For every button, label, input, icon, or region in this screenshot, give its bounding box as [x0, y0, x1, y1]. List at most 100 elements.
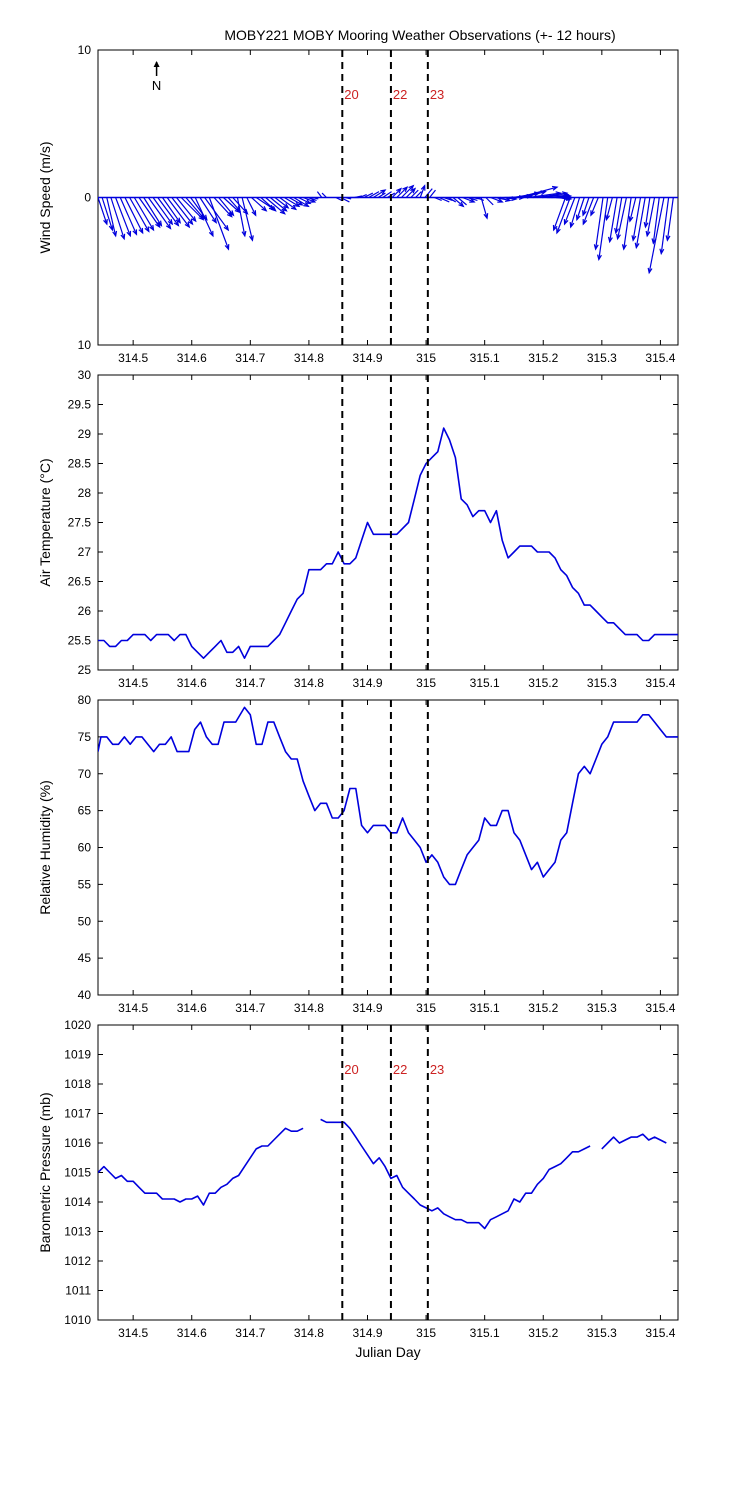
wind-vector — [161, 197, 181, 223]
wind-vector — [570, 197, 581, 228]
event-marker-label: 20 — [344, 87, 358, 102]
figure-title: MOBY221 MOBY Mooring Weather Observation… — [224, 27, 615, 43]
wind-vector — [265, 197, 286, 215]
wind-vector — [476, 196, 485, 202]
wind-vector — [143, 197, 162, 226]
y-tick-label: 1014 — [64, 1195, 91, 1209]
wind-vector-head — [279, 208, 286, 215]
wind-vector-head — [208, 230, 214, 238]
x-tick-label: 315 — [416, 351, 436, 365]
wind-vector-head — [402, 186, 409, 193]
x-tick-label: 314.5 — [118, 1326, 148, 1340]
x-tick-label: 315.4 — [645, 1326, 675, 1340]
wind-vector-head — [396, 187, 403, 194]
wind-vector-head — [112, 230, 118, 238]
wind-vector — [443, 196, 453, 202]
wind-vector-head — [582, 219, 588, 226]
wind-vector — [462, 196, 475, 203]
x-tick-label: 314.8 — [294, 1326, 324, 1340]
wind-vector-head — [593, 244, 599, 251]
wind-vector-head — [563, 219, 569, 226]
wind-vector — [106, 197, 117, 236]
wind-vector — [438, 196, 450, 203]
wind-vector — [582, 197, 595, 225]
wind-vector — [345, 196, 352, 200]
wind-vector-head — [149, 224, 155, 232]
wind-vector-head — [420, 184, 426, 191]
wind-vector — [499, 196, 517, 200]
x-axis-label: Julian Day — [355, 1344, 420, 1360]
wind-vector — [199, 197, 217, 223]
x-tick-label: 315.3 — [587, 1001, 617, 1015]
wind-vector-head — [173, 220, 180, 227]
wind-vector — [208, 197, 230, 250]
y-tick-label: 25 — [78, 663, 92, 677]
x-tick-label: 314.5 — [118, 676, 148, 690]
x-tick-label: 314.9 — [352, 676, 382, 690]
wind-vector-head — [223, 224, 230, 232]
wind-vector-head — [103, 219, 108, 226]
wind-vector — [595, 197, 604, 250]
y-tick-label: 50 — [78, 914, 92, 928]
wind-vector — [623, 197, 632, 250]
y-axis-label: Relative Humidity (%) — [37, 780, 53, 915]
y-tick-label: 27.5 — [68, 516, 92, 530]
wind-vector — [133, 197, 155, 231]
y-tick-label: 45 — [78, 951, 92, 965]
wind-vector — [434, 196, 442, 202]
y-tick-label: 10 — [78, 43, 92, 57]
wind-vector — [98, 197, 108, 225]
wind-vector — [176, 197, 197, 222]
y-axis-label: Wind Speed (m/s) — [37, 141, 53, 253]
wind-vector-head — [126, 230, 132, 238]
wind-vector — [185, 197, 205, 219]
wind-vector-head — [283, 203, 290, 209]
x-tick-label: 315.1 — [470, 676, 500, 690]
x-tick-label: 315.2 — [528, 676, 558, 690]
x-tick-label: 315 — [416, 1001, 436, 1015]
wind-vector-head — [621, 244, 627, 251]
x-tick-label: 314.6 — [177, 1001, 207, 1015]
y-axis-label: Barometric Pressure (mb) — [37, 1092, 53, 1252]
wind-vector-head — [540, 190, 547, 196]
wind-vector — [609, 197, 618, 242]
wind-vector — [590, 197, 599, 216]
wind-vector — [564, 197, 576, 225]
panel-humidity: 80 75 70 65 60 55 50 45 40 314.5 314.6 314.7 314.8 31… — [37, 693, 679, 1015]
wind-vector — [598, 197, 609, 260]
north-label: N — [152, 78, 161, 93]
wind-vector-head — [469, 198, 476, 203]
wind-vector — [419, 185, 426, 198]
plot-area — [98, 1118, 667, 1230]
x-tick-label: 315.2 — [528, 1326, 558, 1340]
wind-vector-head — [120, 233, 126, 241]
wind-vector — [518, 186, 558, 199]
x-tick-label: 315.2 — [528, 1001, 558, 1015]
wind-vector — [227, 197, 241, 212]
wind-vector — [429, 189, 436, 198]
wind-vector — [415, 191, 422, 198]
y-tick-label: 65 — [78, 804, 92, 818]
event-marker-label: 22 — [393, 1062, 407, 1077]
wind-vector — [396, 186, 408, 198]
wind-vector — [556, 197, 571, 234]
wind-vector — [166, 197, 190, 228]
y-tick-label: 55 — [78, 877, 92, 891]
y-tick-label: 1015 — [64, 1166, 91, 1180]
wind-vector-head — [590, 210, 595, 217]
wind-vector-head — [138, 227, 144, 235]
wind-vector-head — [556, 227, 561, 235]
wind-vector-head — [458, 201, 465, 208]
y-tick-label: 28.5 — [68, 457, 92, 471]
y-tick-label: 1012 — [64, 1254, 91, 1268]
wind-vector — [274, 197, 289, 209]
y-tick-label: 60 — [78, 841, 92, 855]
wind-vector — [260, 197, 277, 212]
y-tick-label: 27 — [78, 545, 92, 559]
x-tick-label: 315.3 — [587, 676, 617, 690]
x-tick-label: 315.4 — [645, 1001, 675, 1015]
panels: 10 0 10 314.5 314.6 314.7 314.8 314.9 315 315.1 31… — [37, 43, 679, 1360]
x-tick-label: 315.4 — [645, 676, 675, 690]
wind-vector — [302, 196, 316, 203]
wind-vector-head — [165, 223, 172, 230]
